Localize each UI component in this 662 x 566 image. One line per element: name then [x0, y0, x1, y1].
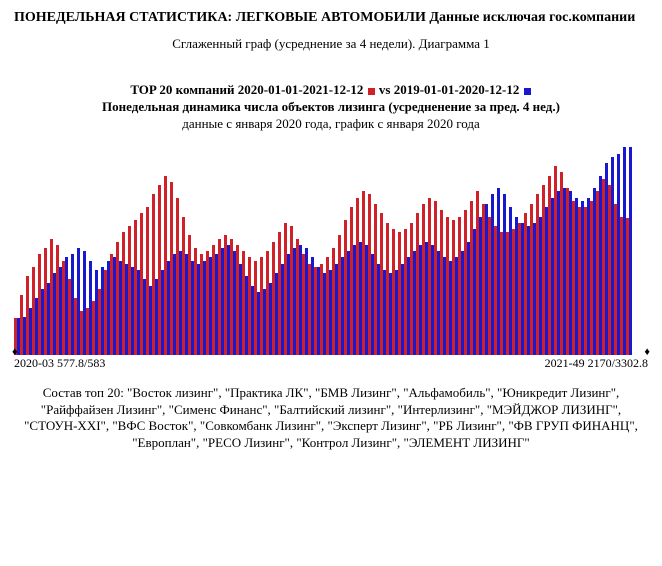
chart-title-line3: данные с января 2020 года, график с янва… [14, 116, 648, 133]
chart-title-line1: TOP 20 компаний 2020-01-01-2021-12-12 vs… [14, 82, 648, 99]
chart-area: ♦ ♦ 2020-03 577.8/583 2021-49 2170/3302.… [14, 141, 648, 371]
axis-labels: 2020-03 577.8/583 2021-49 2170/3302.8 [14, 356, 648, 371]
axis-label-left: 2020-03 577.8/583 [14, 356, 105, 371]
chart-title-line2: Понедельная динамика числа объектов лизи… [14, 99, 648, 116]
bar-group [626, 147, 632, 355]
legend-swatch-1 [368, 88, 375, 95]
legend-swatch-2 [524, 88, 531, 95]
footer-text: Состав топ 20: "Восток лизинг", "Практик… [14, 385, 648, 453]
page-subtitle: Сглаженный граф (усреднение за 4 недели)… [14, 36, 648, 52]
axis-label-right: 2021-49 2170/3302.8 [545, 356, 648, 371]
page-title: ПОНЕДЕЛЬНАЯ СТАТИСТИКА: ЛЕГКОВЫЕ АВТОМОБ… [14, 10, 648, 26]
chart-title-line1-a: TOP 20 компаний 2020-01-01-2021-12-12 [130, 82, 363, 97]
chart-title-line1-b: vs 2019-01-01-2020-12-12 [379, 82, 519, 97]
report-page: ПОНЕДЕЛЬНАЯ СТАТИСТИКА: ЛЕГКОВЫЕ АВТОМОБ… [0, 0, 662, 470]
bars-container [14, 141, 632, 355]
bar-series-2 [629, 147, 632, 355]
chart-title-block: TOP 20 компаний 2020-01-01-2021-12-12 vs… [14, 82, 648, 133]
